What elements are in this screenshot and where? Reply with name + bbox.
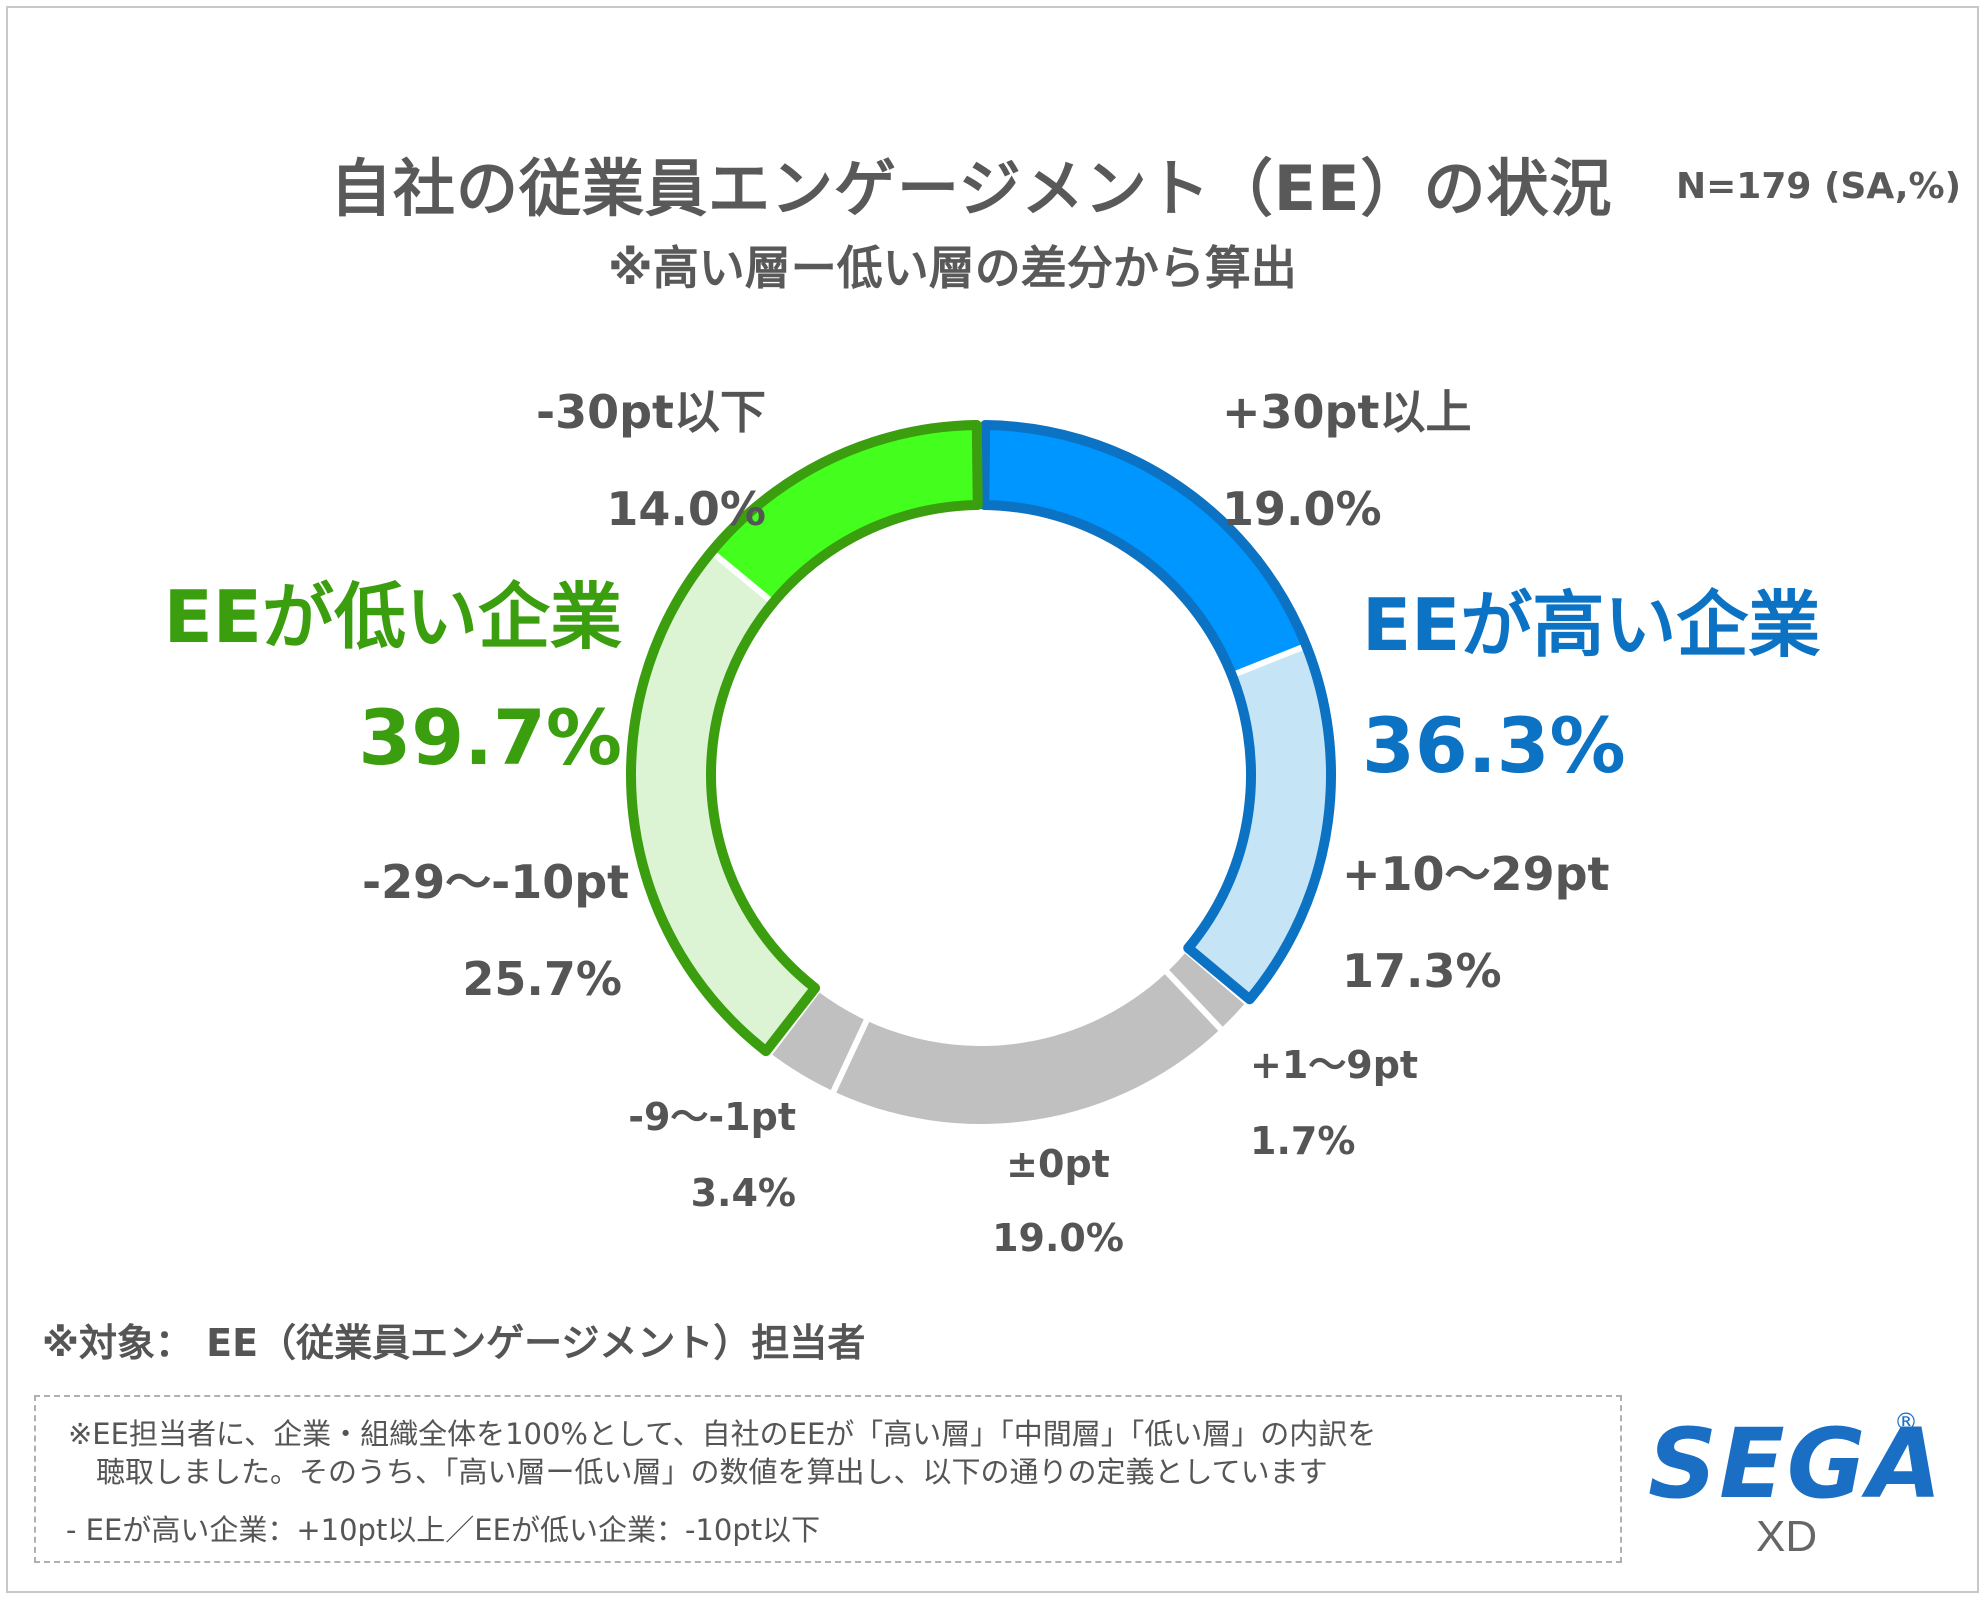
slice-value-text: 3.4% bbox=[690, 1171, 796, 1215]
slice-label-text: +10〜29pt bbox=[1342, 847, 1610, 901]
slice-label-plus30: +30pt以上 19.0% bbox=[1222, 376, 1471, 536]
slice-label-text: +30pt以上 bbox=[1222, 385, 1472, 439]
slice-value-text: 17.3% bbox=[1342, 944, 1502, 998]
group-high-value: 36.3% bbox=[1362, 701, 1626, 790]
group-low-label: EEが低い企業 bbox=[163, 575, 622, 659]
chart-frame bbox=[6, 6, 1979, 1593]
slice-value-text: 1.7% bbox=[1250, 1119, 1356, 1163]
slice-value-text: 25.7% bbox=[462, 952, 622, 1006]
note-line-2: 聴取しました。そのうち、「高い層ー低い層」の数値を算出し、以下の通りの定義として… bbox=[96, 1455, 1328, 1489]
logo-registered-mark: ® bbox=[1894, 1408, 1918, 1436]
slice-value-text: 19.0% bbox=[992, 1216, 1124, 1260]
slice-label-text: -9〜-1pt bbox=[628, 1095, 796, 1139]
slice-label-plus1-9: +1〜9pt 1.7% bbox=[1250, 1034, 1418, 1163]
slice-label-text: ±0pt bbox=[1006, 1142, 1110, 1186]
slice-label-minus9-1: -9〜-1pt 3.4% bbox=[626, 1086, 796, 1215]
logo-xd-text: XD bbox=[1756, 1512, 1818, 1561]
logo-sega-text: SEGA bbox=[1648, 1408, 1944, 1520]
notes-box: ※EE担当者に、企業・組織全体を100%として、自社のEEが「高い層」「中間層」… bbox=[34, 1395, 1622, 1563]
group-high-label: EEが高い企業 bbox=[1362, 583, 1821, 667]
donut-slice bbox=[1180, 641, 1336, 1009]
slice-label-text: +1〜9pt bbox=[1250, 1043, 1419, 1087]
slice-value-text: 19.0% bbox=[1222, 482, 1382, 536]
sample-size-note: N=179 (SA,%) bbox=[1676, 166, 1962, 207]
note-line-3: - EEが高い企業：+10pt以上／EEが低い企業：-10pt以下 bbox=[66, 1513, 821, 1547]
group-low: EEが低い企業 39.7% bbox=[160, 558, 622, 782]
slice-label-text: -30pt以下 bbox=[536, 385, 767, 439]
slice-label-text: -29〜-10pt bbox=[362, 855, 630, 909]
slice-label-minus30: -30pt以下 14.0% bbox=[536, 376, 766, 536]
slice-value-text: 14.0% bbox=[606, 482, 766, 536]
note-line-1: ※EE担当者に、企業・組織全体を100%として、自社のEEが「高い層」「中間層」… bbox=[68, 1417, 1377, 1451]
donut-slice bbox=[626, 546, 824, 1060]
sega-xd-logo: SEGA ® XD bbox=[1648, 1408, 1942, 1561]
group-low-value: 39.7% bbox=[358, 693, 622, 782]
group-high: EEが高い企業 36.3% bbox=[1362, 566, 1820, 790]
chart-subtitle: ※高い層ー低い層の差分から算出 bbox=[608, 241, 1297, 295]
group-outline bbox=[626, 420, 983, 1057]
slice-label-minus29-10: -29〜-10pt 25.7% bbox=[362, 846, 629, 1006]
chart-title: 自社の従業員エンゲージメント（EE）の状況 bbox=[330, 152, 1613, 225]
group-outline bbox=[979, 420, 1336, 1005]
slice-label-plus10-29: +10〜29pt 17.3% bbox=[1342, 838, 1610, 998]
donut-slice bbox=[828, 965, 1227, 1130]
slice-label-zero: ±0pt 19.0% bbox=[988, 1142, 1128, 1260]
target-note: ※対象： EE（従業員エンゲージメント）担当者 bbox=[42, 1321, 866, 1365]
